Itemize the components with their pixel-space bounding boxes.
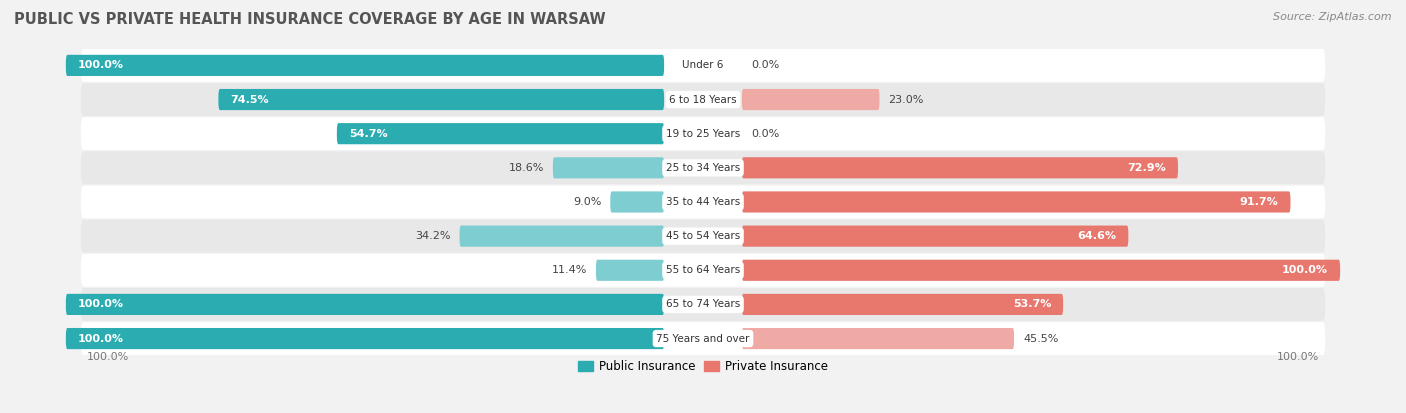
Text: 19 to 25 Years: 19 to 25 Years: [666, 129, 740, 139]
FancyBboxPatch shape: [337, 123, 664, 144]
Text: 18.6%: 18.6%: [509, 163, 544, 173]
FancyBboxPatch shape: [66, 328, 664, 349]
Text: 100.0%: 100.0%: [77, 299, 124, 309]
Text: 34.2%: 34.2%: [415, 231, 450, 241]
Text: 35 to 44 Years: 35 to 44 Years: [666, 197, 740, 207]
Legend: Public Insurance, Private Insurance: Public Insurance, Private Insurance: [574, 355, 832, 378]
Text: 11.4%: 11.4%: [551, 265, 586, 275]
FancyBboxPatch shape: [80, 117, 1326, 150]
Text: 65 to 74 Years: 65 to 74 Years: [666, 299, 740, 309]
FancyBboxPatch shape: [80, 288, 1326, 321]
FancyBboxPatch shape: [553, 157, 664, 178]
FancyBboxPatch shape: [80, 220, 1326, 252]
Text: 53.7%: 53.7%: [1012, 299, 1052, 309]
Text: 74.5%: 74.5%: [231, 95, 269, 104]
FancyBboxPatch shape: [596, 260, 664, 281]
Text: 100.0%: 100.0%: [1282, 265, 1329, 275]
FancyBboxPatch shape: [80, 49, 1326, 82]
Text: Source: ZipAtlas.com: Source: ZipAtlas.com: [1274, 12, 1392, 22]
FancyBboxPatch shape: [742, 89, 880, 110]
FancyBboxPatch shape: [460, 225, 664, 247]
Text: PUBLIC VS PRIVATE HEALTH INSURANCE COVERAGE BY AGE IN WARSAW: PUBLIC VS PRIVATE HEALTH INSURANCE COVER…: [14, 12, 606, 27]
Text: Under 6: Under 6: [682, 60, 724, 70]
FancyBboxPatch shape: [742, 328, 1014, 349]
FancyBboxPatch shape: [742, 225, 1129, 247]
FancyBboxPatch shape: [742, 260, 1340, 281]
Text: 64.6%: 64.6%: [1077, 231, 1116, 241]
FancyBboxPatch shape: [610, 191, 664, 213]
Text: 100.0%: 100.0%: [77, 60, 124, 70]
Text: 100.0%: 100.0%: [1277, 352, 1319, 362]
FancyBboxPatch shape: [80, 152, 1326, 184]
FancyBboxPatch shape: [742, 294, 1063, 315]
FancyBboxPatch shape: [66, 55, 664, 76]
Text: 6 to 18 Years: 6 to 18 Years: [669, 95, 737, 104]
FancyBboxPatch shape: [742, 191, 1291, 213]
Text: 9.0%: 9.0%: [572, 197, 602, 207]
Text: 45 to 54 Years: 45 to 54 Years: [666, 231, 740, 241]
Text: 100.0%: 100.0%: [77, 334, 124, 344]
Text: 100.0%: 100.0%: [87, 352, 129, 362]
Text: 55 to 64 Years: 55 to 64 Years: [666, 265, 740, 275]
FancyBboxPatch shape: [742, 157, 1178, 178]
Text: 0.0%: 0.0%: [751, 60, 779, 70]
FancyBboxPatch shape: [80, 322, 1326, 355]
Text: 54.7%: 54.7%: [349, 129, 388, 139]
Text: 0.0%: 0.0%: [751, 129, 779, 139]
Text: 72.9%: 72.9%: [1128, 163, 1166, 173]
FancyBboxPatch shape: [80, 254, 1326, 287]
Text: 45.5%: 45.5%: [1024, 334, 1059, 344]
FancyBboxPatch shape: [80, 83, 1326, 116]
Text: 75 Years and over: 75 Years and over: [657, 334, 749, 344]
FancyBboxPatch shape: [80, 185, 1326, 218]
Text: 25 to 34 Years: 25 to 34 Years: [666, 163, 740, 173]
FancyBboxPatch shape: [66, 294, 664, 315]
FancyBboxPatch shape: [218, 89, 664, 110]
Text: 91.7%: 91.7%: [1240, 197, 1278, 207]
Text: 23.0%: 23.0%: [889, 95, 924, 104]
